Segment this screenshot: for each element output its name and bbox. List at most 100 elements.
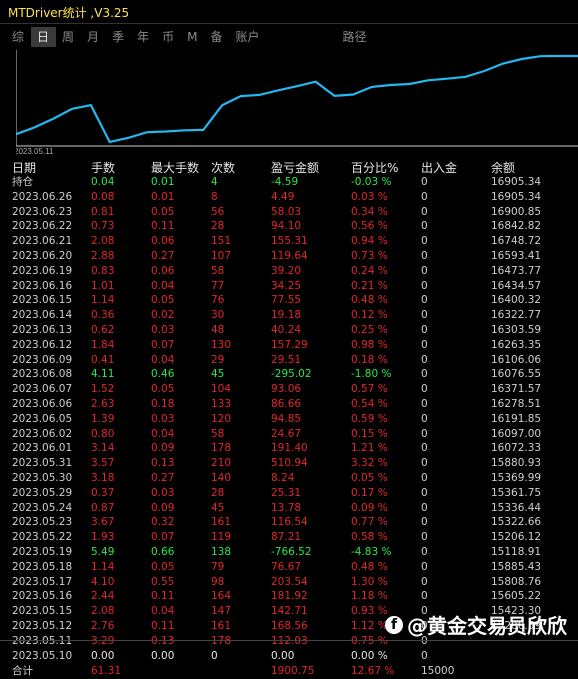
tab-8[interactable]: 备 [210, 30, 223, 44]
cell-2: 0.13 [151, 457, 175, 470]
cell-4: 157.29 [271, 338, 308, 351]
cell-7: 15369.99 [491, 472, 542, 484]
cell-6: 0 [421, 575, 428, 588]
tab-7[interactable]: M [187, 30, 198, 44]
cell-6: 0 [421, 383, 428, 396]
cell-7: 16106.06 [491, 353, 542, 366]
cell-0: 2023.06.01 [12, 442, 73, 455]
cell-1: 3.67 [91, 516, 115, 529]
cell-2: 0.02 [151, 309, 175, 322]
cell-7: 15423.30 [491, 605, 542, 618]
cell-1: 2.08 [91, 605, 115, 618]
cell-3: 29 [211, 353, 225, 366]
cell-1: 1.01 [91, 279, 115, 292]
cell-5: 0.18 % [351, 353, 388, 366]
tab-1[interactable]: 日 [31, 27, 57, 47]
cell-7: 16278.51 [491, 398, 542, 410]
cell-4: 13.78 [271, 501, 302, 514]
table-row: 2023.05.10 0.00 0.00 0 0.00 0.00 % 0 [0, 649, 578, 664]
cell-7: 16072.33 [491, 442, 542, 455]
cell-0: 2023.05.22 [12, 531, 73, 544]
cell-1: 0.62 [91, 324, 115, 336]
cell-0: 2023.06.06 [12, 398, 73, 410]
cell-5: 0.12 % [351, 309, 388, 322]
cell-4: 181.92 [271, 590, 308, 603]
tab-2[interactable]: 周 [62, 30, 75, 44]
cell-6: 0 [421, 368, 428, 381]
cell-3: 147 [211, 605, 232, 618]
cell-3: 120 [211, 412, 232, 425]
cell-5: 1.18 % [351, 590, 388, 603]
facebook-icon: f [385, 615, 403, 634]
table-row: 2023.05.29 0.37 0.03 28 25.31 0.17 % 0 15361.75 [0, 486, 578, 501]
table-row: 2023.06.21 2.08 0.06 151 155.31 0.94 % 0 16748.… [0, 234, 578, 249]
tab-4[interactable]: 季 [112, 30, 125, 44]
cell-0: 2023.06.09 [12, 353, 73, 366]
cell-6: 0 [421, 412, 428, 425]
summary-row: 合计 61.31 1900.75 12.67 % 15000 [0, 664, 578, 679]
cell-5: 0.17 % [351, 486, 388, 499]
cell-7: 16905.34 [491, 176, 542, 188]
cell-1: 1.14 [91, 560, 115, 573]
cell-1: 3.29 [91, 634, 114, 649]
table-row: 2023.05.18 1.14 0.05 79 76.67 0.48 % 0 15885.43 [0, 560, 578, 575]
cell-2: 0.32 [151, 516, 175, 529]
tab-3[interactable]: 月 [87, 30, 100, 44]
tab-5[interactable]: 年 [137, 30, 150, 44]
cell-5: 0.48 % [351, 560, 388, 573]
cell-6: 0 [421, 590, 428, 603]
cell-4: 25.31 [271, 486, 302, 499]
cell-1: 0.73 [91, 220, 115, 233]
cell-5: 0.54 % [351, 398, 388, 410]
cell-3: 161 [211, 516, 232, 529]
table-row: 2023.06.26 0.08 0.01 8 4.49 0.03 % 0 16905.34 [0, 190, 578, 205]
table-row: 2023.06.15 1.14 0.05 76 77.55 0.48 % 0 16400.32 [0, 293, 578, 308]
cell-3: 28 [211, 486, 225, 499]
cell-4: 87.21 [271, 531, 302, 544]
cell-3: 161 [211, 620, 232, 632]
cell-2: 0.05 [151, 383, 175, 396]
cell-0: 日期 [12, 161, 37, 175]
cell-7: 15322.66 [491, 516, 542, 529]
cell-0: 2023.05.15 [12, 605, 73, 618]
watermark: f @黄金交易员欣欣 [385, 610, 567, 639]
cell-4: -4.59 [271, 176, 299, 188]
cell-3: 28 [211, 220, 225, 233]
cell-5: 1.12 % [351, 620, 388, 632]
cell-2: 0.00 [151, 649, 175, 662]
cell-6: 0 [421, 501, 428, 514]
cell-5: 0.57 % [351, 383, 388, 396]
tab-6[interactable]: 币 [162, 30, 175, 44]
cell-4: 8.24 [271, 472, 295, 484]
cell-4: 0.00 [271, 649, 295, 662]
tab-10[interactable]: 路径 [342, 30, 367, 44]
balance-line [16, 54, 578, 144]
cell-2: 0.09 [151, 501, 175, 514]
cell-7: 16303.59 [491, 324, 542, 336]
cell-4: 93.06 [271, 383, 302, 396]
cell-4: 116.54 [271, 516, 308, 529]
cell-0: 2023.06.26 [12, 190, 73, 203]
table-row: 2023.05.16 2.44 0.11 164 181.92 1.18 % 0 15605.… [0, 589, 578, 604]
cell-6: 0 [421, 649, 428, 662]
tab-9[interactable]: 账户 [235, 30, 260, 44]
cell-5: 1.30 % [351, 575, 388, 588]
cell-0: 2023.06.16 [12, 279, 73, 292]
table-row: 持仓 0.04 0.01 4 -4.59 -0.03 % 0 16905.34 [0, 175, 578, 190]
tab-0[interactable]: 综 [12, 30, 25, 44]
table-row: 2023.06.13 0.62 0.03 48 40.24 0.25 % 0 16303.59 [0, 323, 578, 338]
cell-1: 1.84 [91, 338, 115, 351]
cell-7: 16593.41 [491, 250, 542, 262]
table-row: 2023.05.30 3.18 0.27 140 8.24 0.05 % 0 15369.99 [0, 471, 578, 486]
cell-1: 手数 [91, 161, 116, 175]
cell-3: 107 [211, 250, 232, 262]
cell-1: 0.81 [91, 205, 115, 218]
cell-5: -4.83 % [351, 546, 392, 558]
cell-3: 48 [211, 324, 225, 336]
cell-5: 0.94 % [351, 235, 388, 248]
cell-5: 0.48 % [351, 294, 388, 307]
cell-2: 0.55 [151, 575, 175, 588]
cell-7: 15885.43 [491, 560, 542, 573]
cell-1: 2.44 [91, 590, 115, 603]
period-tabs: 综日周月季年币 M 备账户 路径 [6, 26, 578, 48]
